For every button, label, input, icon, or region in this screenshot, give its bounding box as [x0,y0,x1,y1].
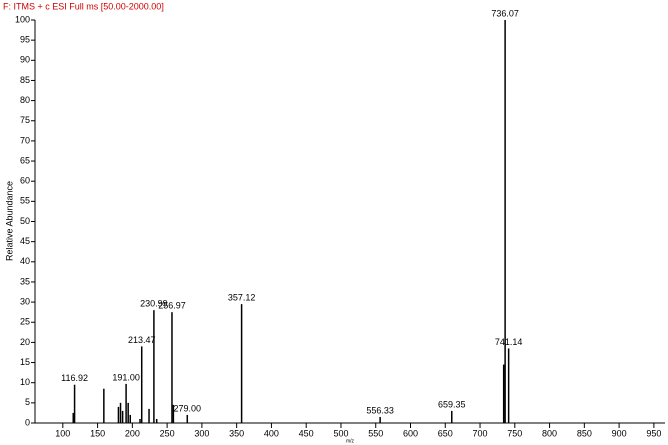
chart-title: F: ITMS + c ESI Full ms [50.00-2000.00] [3,1,164,11]
x-tick-label: 400 [264,428,279,438]
x-tick-label: 300 [194,428,209,438]
x-tick-label: 950 [646,428,661,438]
y-tick-label: 55 [20,196,30,206]
x-tick-label: 850 [577,428,592,438]
y-tick-label: 0 [25,417,30,427]
x-tick-label: 350 [229,428,244,438]
y-tick-label: 10 [20,377,30,387]
y-tick-label: 15 [20,357,30,367]
y-tick-label: 100 [15,14,30,24]
x-tick-label: 750 [507,428,522,438]
x-tick-label: 650 [438,428,453,438]
x-tick-label: 600 [403,428,418,438]
y-tick-label: 45 [20,236,30,246]
peak-label: 116.92 [61,373,88,383]
x-tick-label: 500 [333,428,348,438]
y-tick-label: 40 [20,256,30,266]
y-tick-label: 90 [20,55,30,65]
peak-label: 279.00 [174,403,202,413]
peak-label: 556.33 [366,405,394,415]
y-tick-label: 30 [20,296,30,306]
x-tick-label: 200 [125,428,140,438]
y-tick-label: 5 [25,397,30,407]
y-tick-label: 80 [20,95,30,105]
x-tick-label: 900 [612,428,627,438]
x-axis-label: m/z [346,438,355,444]
x-tick-label: 700 [473,428,488,438]
peak-label: 357.12 [228,292,256,302]
peak-label: 736.07 [491,8,519,18]
y-tick-label: 35 [20,276,30,286]
peak-label: 191.00 [112,372,140,382]
peak-label: 741.14 [495,337,523,347]
peak-label: 659.35 [438,399,466,409]
peak-label: 230.99 [140,299,168,309]
y-tick-label: 65 [20,155,30,165]
x-tick-label: 450 [299,428,314,438]
y-tick-label: 95 [20,35,30,45]
x-tick-label: 100 [55,428,70,438]
x-tick-label: 250 [160,428,175,438]
x-tick-label: 800 [542,428,557,438]
y-tick-label: 85 [20,75,30,85]
y-tick-label: 75 [20,115,30,125]
y-tick-label: 20 [20,337,30,347]
y-tick-label: 70 [20,135,30,145]
peak-label: 213.47 [128,335,156,345]
peak-label: 256.97 [158,301,186,311]
y-axis-label: Relative Abundance [4,181,14,261]
y-tick-label: 25 [20,317,30,327]
x-tick-label: 550 [368,428,383,438]
x-tick-label: 150 [90,428,105,438]
y-tick-label: 50 [20,216,30,226]
y-tick-label: 60 [20,176,30,186]
